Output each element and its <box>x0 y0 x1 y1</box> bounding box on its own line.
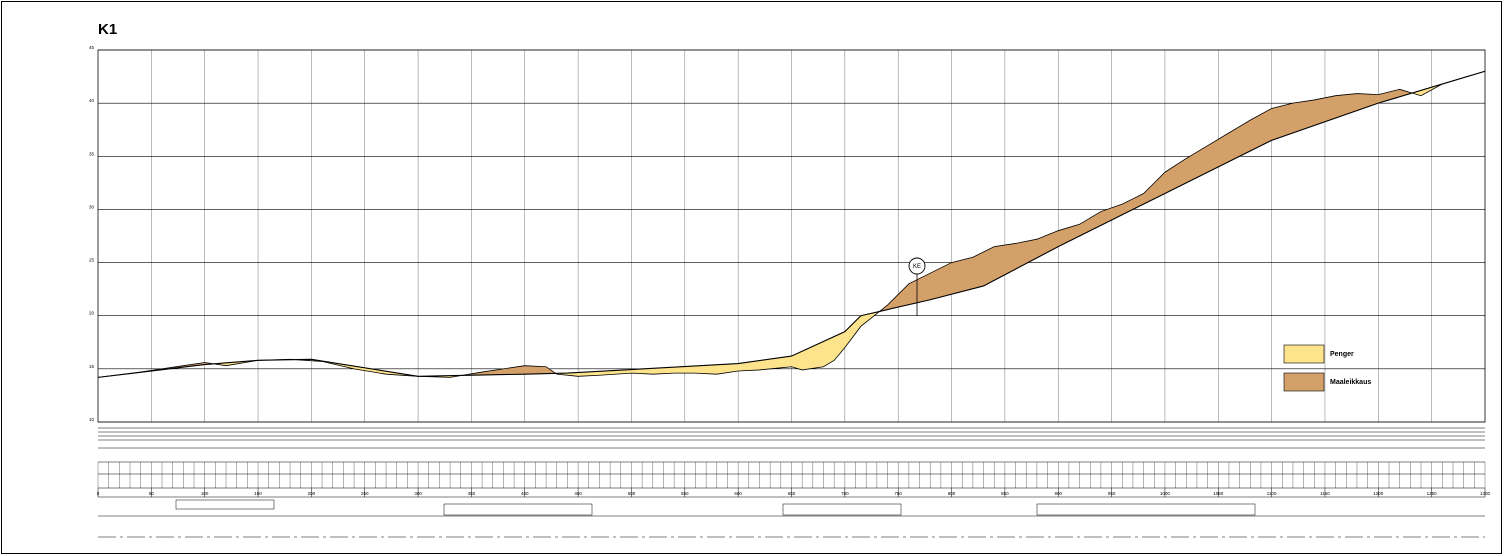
km-label: 500 <box>628 491 636 496</box>
km-label: 950 <box>1108 491 1116 496</box>
km-label: 0 <box>97 491 100 496</box>
km-label: 550 <box>681 491 689 496</box>
km-label: 150 <box>254 491 262 496</box>
elevation-tick-label: 40 <box>89 98 95 103</box>
km-labels: 0 50 100 150 200 250 300 350 400 450 500 550 600 650 7… <box>97 491 1491 496</box>
cut-area <box>462 365 555 376</box>
plot-frame <box>97 49 1486 423</box>
elevation-tick-label: 25 <box>89 258 95 263</box>
km-label: 1150 <box>1320 491 1330 496</box>
km-label: 250 <box>361 491 369 496</box>
elevation-tick-label: 10 <box>89 417 95 422</box>
curve-box-2 <box>443 503 593 516</box>
elevation-tick-label: 45 <box>89 45 95 50</box>
ground-line <box>97 70 1486 378</box>
elevation-tick-label: 35 <box>89 151 95 156</box>
legend-cut-swatch <box>1283 372 1325 392</box>
legend-cut-label: Maaleikkaus <box>1330 379 1371 386</box>
fill-area <box>1412 84 1441 96</box>
km-label: 650 <box>788 491 796 496</box>
km-label: 1050 <box>1213 491 1224 496</box>
legend-fill-label: Penger <box>1330 351 1354 358</box>
km-label: 100 <box>201 491 209 496</box>
fill-area <box>296 359 416 377</box>
fill-area <box>556 311 879 377</box>
km-label: 1200 <box>1373 491 1384 496</box>
legend-fill-swatch <box>1283 344 1325 364</box>
profile-data-table: 0 50 100 150 200 250 300 350 400 450 500 550 600 650 7… <box>97 427 1491 538</box>
km-label: 600 <box>734 491 742 496</box>
curve-box-1 <box>175 499 275 510</box>
km-label: 50 <box>149 491 155 496</box>
km-label: 750 <box>894 491 902 496</box>
profile-lines <box>97 70 1486 378</box>
km-label: 800 <box>948 491 956 496</box>
km-label: 400 <box>521 491 529 496</box>
km-label: 1300 <box>1480 491 1491 496</box>
elevation-tick-label: 30 <box>89 204 95 209</box>
drawing-title: K1 <box>98 21 117 38</box>
ke-marker: KE <box>908 257 926 316</box>
km-label: 450 <box>574 491 582 496</box>
legend: Penger Maaleikkaus <box>1283 344 1371 392</box>
curve-box-4 <box>1036 503 1256 516</box>
km-label: 900 <box>1054 491 1062 496</box>
curve-box-3 <box>782 503 902 516</box>
elevation-tick-label: 15 <box>89 364 95 369</box>
km-label: 200 <box>308 491 316 496</box>
km-label: 350 <box>468 491 476 496</box>
elevation-axis: 10 15 20 25 30 35 40 45 <box>89 45 95 422</box>
km-label: 300 <box>414 491 422 496</box>
km-label: 850 <box>1001 491 1009 496</box>
km-label: 1250 <box>1427 491 1438 496</box>
ke-marker-circle <box>908 257 926 275</box>
elevation-tick-label: 20 <box>89 311 95 316</box>
km-label: 700 <box>841 491 849 496</box>
gradeline <box>97 70 1486 378</box>
ke-marker-label: KE <box>913 264 921 270</box>
km-label: 1000 <box>1160 491 1171 496</box>
km-label: 1100 <box>1267 491 1277 496</box>
cut-area <box>881 89 1411 312</box>
